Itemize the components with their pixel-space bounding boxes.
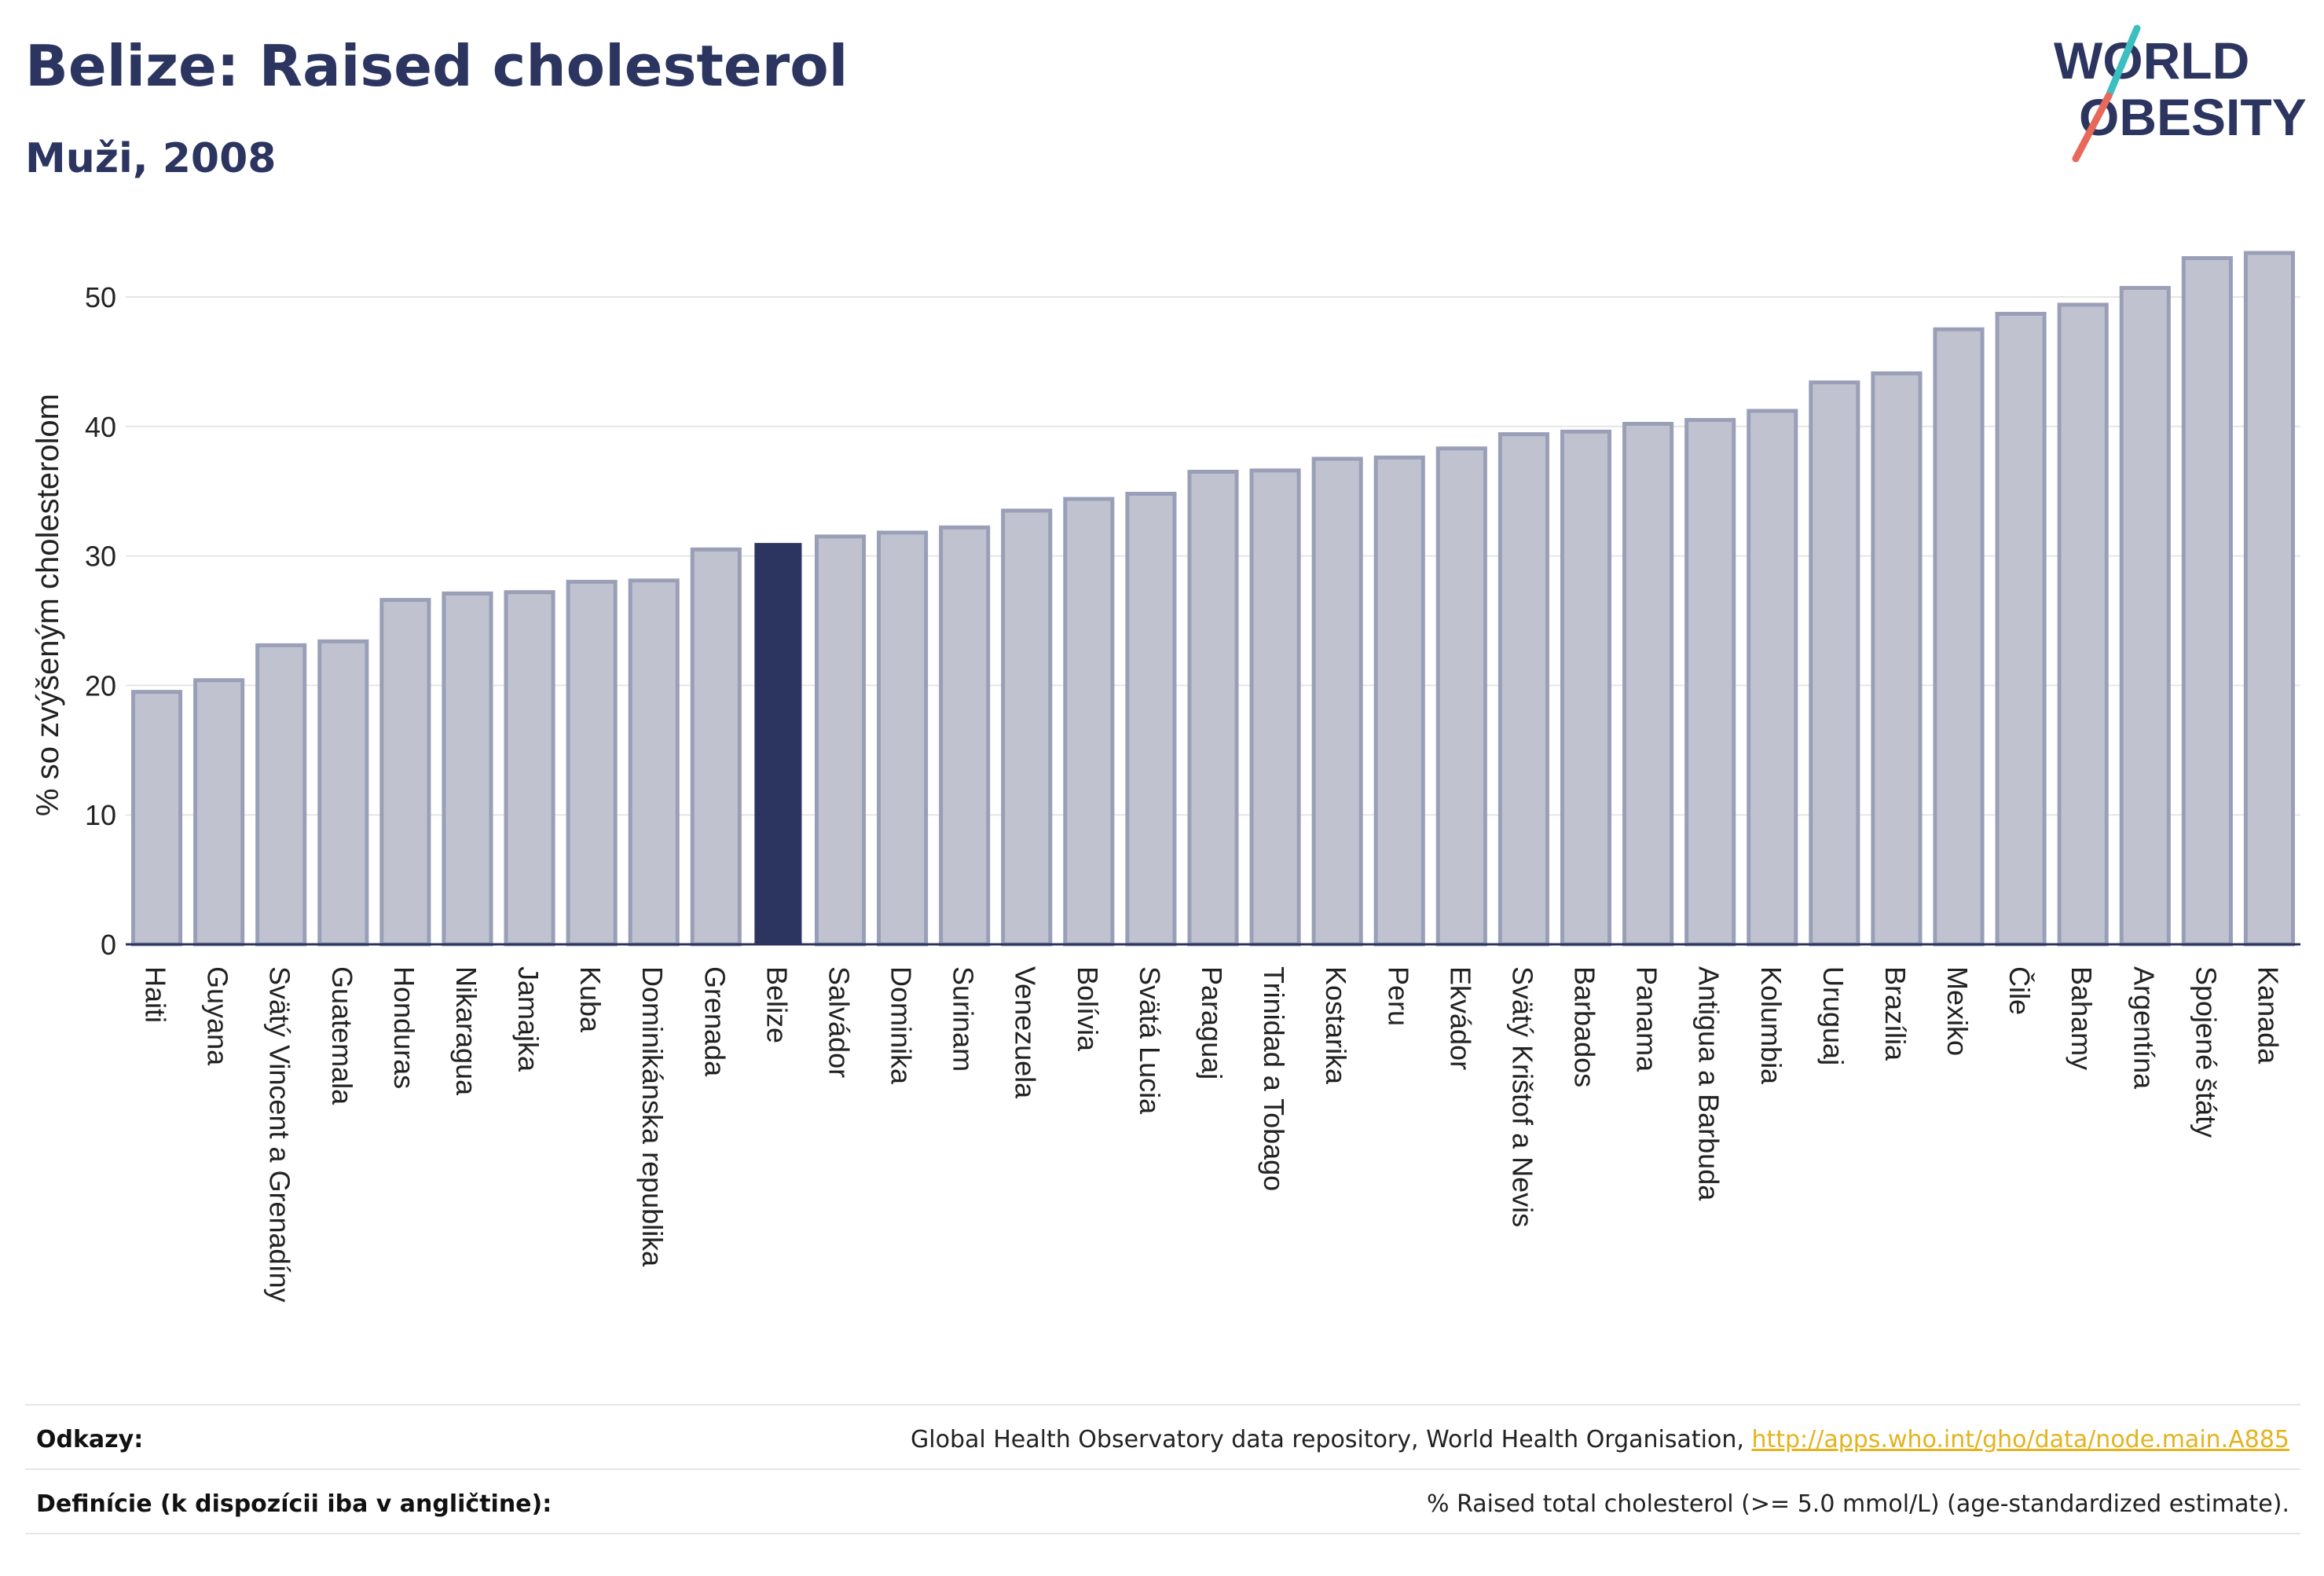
x-tick-label: Salvádor (823, 966, 855, 1078)
x-tick-label: Panama (1631, 966, 1663, 1072)
bar-jamajka[interactable] (504, 590, 555, 947)
x-tick-label: Venezuela (1010, 966, 1042, 1099)
logo-text-world: WORLD (2054, 31, 2249, 90)
logo-slash-red (2072, 92, 2113, 163)
logo-slash-teal (2105, 24, 2141, 100)
bar-guatemala[interactable] (317, 639, 369, 947)
references-link[interactable]: http://apps.who.int/gho/data/node.main.A… (1751, 1426, 2289, 1453)
x-tick-label: Uruguaj (1817, 966, 1849, 1065)
x-tick-label: Argentína (2128, 966, 2160, 1090)
x-tick-label: Svätý Krištof a Nevis (1506, 966, 1538, 1227)
x-tick-label: Nikaragua (450, 966, 482, 1096)
bar-chart: 0 10 20 30 40 50 Haiti Guyana Svätý Vincent a Gr… (31, 251, 2300, 1303)
y-tick-label: 40 (85, 411, 116, 443)
bar-spojen-t-ty[interactable] (2181, 256, 2233, 947)
x-tick-label: Čile (2003, 966, 2036, 1015)
bar-argent-na[interactable] (2119, 285, 2171, 947)
x-tick-label: Ekvádor (1444, 966, 1476, 1070)
bar-trinidad-a-tobago[interactable] (1249, 468, 1301, 947)
definitions-value: % Raised total cholesterol (>= 5.0 mmol/… (1427, 1490, 2289, 1518)
y-tick-label: 50 (85, 281, 116, 313)
axes: 0 10 20 30 40 50 Haiti Guyana Svätý Vincent a Gr… (85, 281, 2300, 1303)
x-tick-label: Peru (1382, 966, 1414, 1026)
x-tick-label: Dominikánska republika (636, 966, 669, 1267)
bar-paraguaj[interactable] (1187, 469, 1239, 947)
x-tick-label: Bahamy (2066, 966, 2098, 1070)
references-text: Global Health Observatory data repositor… (911, 1426, 1752, 1453)
bar-honduras[interactable] (379, 598, 431, 947)
x-tick-label: Honduras (388, 966, 420, 1089)
bar-sv-t-vincent-a-grenad-ny[interactable] (255, 643, 307, 947)
bar-bahamy[interactable] (2057, 302, 2109, 947)
bar-kolumbia[interactable] (1747, 409, 1798, 947)
x-tick-label: Spojené štáty (2190, 966, 2222, 1138)
x-tick-label: Svätý Vincent a Grenadíny (264, 966, 296, 1303)
x-tick-label: Kanada (2252, 966, 2284, 1065)
bar-antigua-a-barbuda[interactable] (1684, 418, 1736, 947)
logo-text-obesity: OBESITY (2079, 88, 2307, 146)
x-tick-label: Kuba (574, 966, 607, 1033)
bar-belize[interactable] (754, 543, 802, 944)
bar-ekv-dor[interactable] (1435, 446, 1487, 947)
bar-uruguaj[interactable] (1809, 380, 1860, 947)
x-tick-label: Brazília (1879, 966, 1912, 1061)
references-label: Odkazy: (36, 1426, 144, 1453)
bar-surinam[interactable] (939, 525, 991, 947)
y-tick-label: 0 (101, 929, 116, 961)
x-tick-label: Surinam (948, 966, 980, 1072)
references-value: Global Health Observatory data repositor… (911, 1426, 2289, 1453)
page-subtitle: Muži, 2008 (25, 135, 277, 182)
x-tick-label: Mexiko (1941, 966, 1974, 1056)
bar-mexiko[interactable] (1933, 327, 1985, 947)
bar-sv-t-kri-tof-a-nevis[interactable] (1497, 432, 1549, 947)
x-tick-label: Dominika (885, 966, 918, 1085)
bar-sv-t-lucia[interactable] (1125, 491, 1177, 947)
bar-peru[interactable] (1373, 455, 1425, 947)
x-tick-label: Paraguaj (1196, 966, 1228, 1079)
bar-barbados[interactable] (1560, 429, 1612, 947)
bar-venezuela[interactable] (1001, 508, 1053, 947)
definitions-label: Definície (k dispozícii iba v angličtine… (36, 1490, 552, 1518)
bar--ile[interactable] (1995, 311, 2047, 947)
bar-kostarika[interactable] (1311, 456, 1363, 947)
x-tick-label: Jamajka (512, 966, 544, 1072)
bar-salv-dor[interactable] (814, 534, 867, 947)
x-tick-label: Belize (761, 966, 793, 1043)
bar-kuba[interactable] (566, 580, 618, 947)
bar-grenada[interactable] (690, 547, 742, 947)
bar-bol-via[interactable] (1063, 497, 1115, 947)
x-tick-label: Guatemala (326, 966, 358, 1105)
x-tick-label: Svätá Lucia (1134, 966, 1166, 1115)
bar-braz-lia[interactable] (1871, 371, 1923, 947)
x-tick-label: Barbados (1569, 966, 1601, 1087)
bar-dominika[interactable] (877, 530, 929, 947)
world-obesity-logo: WORLD OBESITY (2054, 24, 2307, 163)
page-title: Belize: Raised cholesterol (25, 33, 849, 99)
x-tick-label: Guyana (202, 966, 234, 1066)
x-tick-label: Kolumbia (1755, 966, 1787, 1085)
y-tick-label: 30 (85, 541, 116, 573)
bar-panama[interactable] (1622, 422, 1674, 947)
x-tick-label: Haiti (140, 966, 172, 1023)
x-tick-label: Trinidad a Tobago (1258, 966, 1290, 1191)
x-tick-label: Antigua a Barbuda (1693, 966, 1725, 1201)
y-tick-label: 10 (85, 799, 116, 831)
x-tick-label: Grenada (698, 966, 731, 1077)
y-axis-title: % so zvýšeným cholesterolom (31, 394, 65, 816)
x-tick-label: Kostarika (1320, 966, 1352, 1085)
bars (130, 251, 2296, 947)
references-row: Odkazy: Global Health Observatory data r… (25, 1404, 2300, 1472)
bar-haiti[interactable] (130, 690, 183, 947)
y-tick-label: 20 (85, 669, 116, 702)
definitions-row: Definície (k dispozícii iba v angličtine… (25, 1468, 2300, 1536)
bar-nikaragua[interactable] (442, 591, 493, 947)
bar-dominik-nska-republika[interactable] (628, 578, 680, 947)
x-tick-label: Bolívia (1072, 966, 1104, 1052)
bar-kanada[interactable] (2243, 251, 2296, 947)
bar-guyana[interactable] (193, 678, 245, 947)
footer-divider (25, 1533, 2300, 1534)
